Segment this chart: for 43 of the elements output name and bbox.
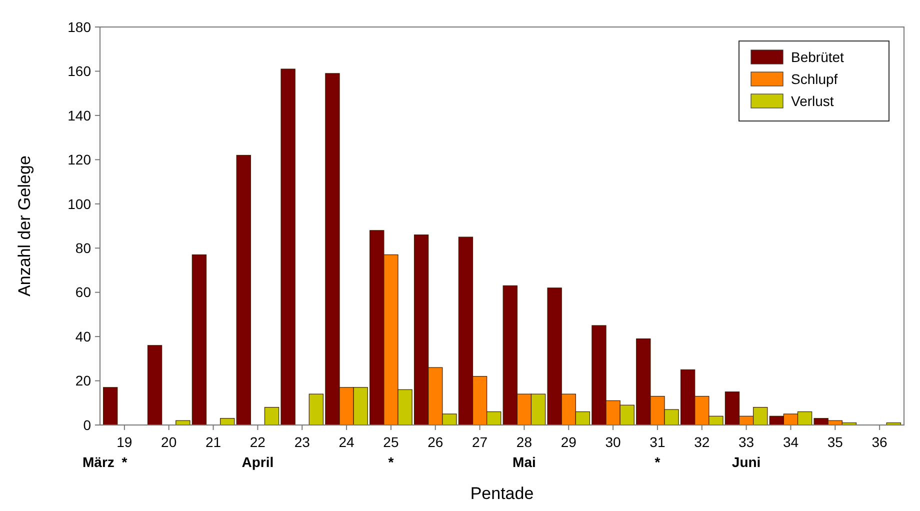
legend-label: Bebrütet <box>791 48 844 65</box>
text: * <box>388 454 394 470</box>
text: März <box>82 454 114 470</box>
x-tick-label: 29 <box>560 434 577 450</box>
bar <box>147 345 162 426</box>
x-axis-title: Pentade <box>470 484 534 503</box>
x-tick-label: 33 <box>738 434 754 450</box>
bar <box>236 154 251 426</box>
y-tick-label: 100 <box>68 196 92 212</box>
y-tick-label: 180 <box>68 18 92 35</box>
x-tick-label: 25 <box>383 434 399 450</box>
text: * <box>654 454 661 470</box>
bar <box>103 387 118 426</box>
y-tick-label: 160 <box>68 63 92 80</box>
x-tick-label: 28 <box>516 434 532 450</box>
x-tick-label: 27 <box>472 434 488 450</box>
y-tick-label: 0 <box>83 416 92 433</box>
x-tick-label: 32 <box>694 434 710 450</box>
y-tick-label: 40 <box>75 328 92 344</box>
x-tick-label: 22 <box>250 434 266 450</box>
y-axis-title: Anzahl der Gelege <box>15 156 34 296</box>
x-tick-label: 21 <box>205 434 222 450</box>
legend-label: Schlupf <box>791 70 838 87</box>
x-tick-label: 35 <box>827 434 844 450</box>
text: * <box>122 454 128 470</box>
x-tick-label: 23 <box>294 434 310 450</box>
y-tick-label: 80 <box>75 240 92 256</box>
y-tick-label: 140 <box>68 107 92 124</box>
x-tick-label: 24 <box>338 434 355 450</box>
legend-label: Verlust <box>791 92 834 109</box>
x-tick-label: 26 <box>428 434 444 450</box>
x-tick-label: 34 <box>782 434 799 450</box>
text: Juni <box>732 454 761 470</box>
x-tick-label: 31 <box>650 434 666 450</box>
x-tick-label: 19 <box>116 434 132 450</box>
y-tick-label: 120 <box>68 152 92 168</box>
text: April <box>242 454 274 470</box>
x-tick-label: 30 <box>605 434 622 450</box>
y-tick-label: 20 <box>75 372 92 389</box>
y-tick-label: 60 <box>75 284 92 300</box>
x-tick-label: 36 <box>872 434 888 450</box>
text: Mai <box>512 454 536 470</box>
x-tick-label: 20 <box>161 434 177 450</box>
